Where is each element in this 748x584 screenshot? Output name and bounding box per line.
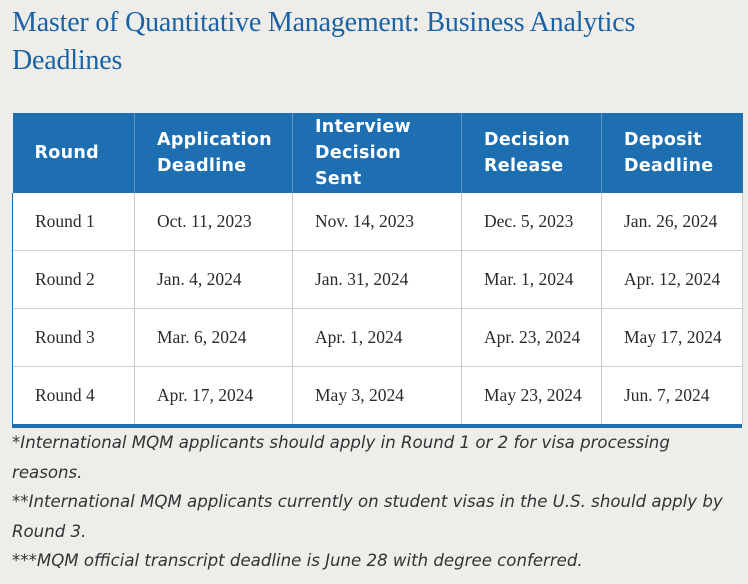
application-deadline-cell: Apr. 17, 2024: [134, 366, 293, 424]
application-deadline-cell: Oct. 11, 2023: [134, 193, 293, 251]
interview-decision-sent-cell: Nov. 14, 2023: [292, 193, 462, 251]
round-cell: Round 4: [12, 366, 135, 424]
interview-decision-sent-cell: May 3, 2024: [292, 366, 462, 424]
round-cell: Round 1: [12, 193, 135, 251]
decision-release-cell: May 23, 2024: [461, 366, 602, 424]
round-cell: Round 3: [12, 308, 135, 367]
application-deadline-cell: Mar. 6, 2024: [134, 308, 293, 367]
column-header-decision-release: Decision Release: [461, 113, 602, 193]
round-cell: Round 2: [12, 250, 135, 309]
decision-release-cell: Dec. 5, 2023: [461, 193, 602, 251]
deposit-deadline-cell: Apr. 12, 2024: [601, 250, 743, 309]
decision-release-cell: Apr. 23, 2024: [461, 308, 602, 367]
application-deadline-cell: Jan. 4, 2024: [134, 250, 293, 309]
deadlines-table-container: Round Application Deadline Interview Dec…: [12, 113, 743, 428]
deposit-deadline-cell: May 17, 2024: [601, 308, 743, 367]
table-row: Round 1 Oct. 11, 2023 Nov. 14, 2023 Dec.…: [12, 193, 743, 251]
table-row: Round 4 Apr. 17, 2024 May 3, 2024 May 23…: [12, 366, 743, 424]
column-header-deposit-deadline: Deposit Deadline: [601, 113, 743, 193]
deadlines-table: Round Application Deadline Interview Dec…: [12, 113, 743, 424]
page-title: Master of Quantitative Management: Busin…: [12, 7, 636, 76]
column-header-round: Round: [12, 113, 135, 193]
footnote-visa-rounds: *International MQM applicants should app…: [12, 433, 670, 482]
table-row: Round 3 Mar. 6, 2024 Apr. 1, 2024 Apr. 2…: [12, 308, 743, 367]
interview-decision-sent-cell: Jan. 31, 2024: [292, 250, 462, 309]
table-header: Round Application Deadline Interview Dec…: [12, 113, 743, 193]
footnote-student-visas: **International MQM applicants currently…: [12, 492, 723, 541]
deposit-deadline-cell: Jun. 7, 2024: [601, 366, 743, 424]
table-row: Round 2 Jan. 4, 2024 Jan. 31, 2024 Mar. …: [12, 250, 743, 309]
footnote-transcript-deadline: ***MQM official transcript deadline is J…: [12, 551, 583, 570]
interview-decision-sent-cell: Apr. 1, 2024: [292, 308, 462, 367]
footnotes: *International MQM applicants should app…: [12, 428, 742, 576]
table-header-row: Round Application Deadline Interview Dec…: [12, 113, 743, 193]
column-header-application-deadline: Application Deadline: [134, 113, 293, 193]
decision-release-cell: Mar. 1, 2024: [461, 250, 602, 309]
column-header-interview-decision-sent: Interview Decision Sent: [292, 113, 462, 193]
table-body: Round 1 Oct. 11, 2023 Nov. 14, 2023 Dec.…: [12, 193, 743, 424]
deposit-deadline-cell: Jan. 26, 2024: [601, 193, 743, 251]
